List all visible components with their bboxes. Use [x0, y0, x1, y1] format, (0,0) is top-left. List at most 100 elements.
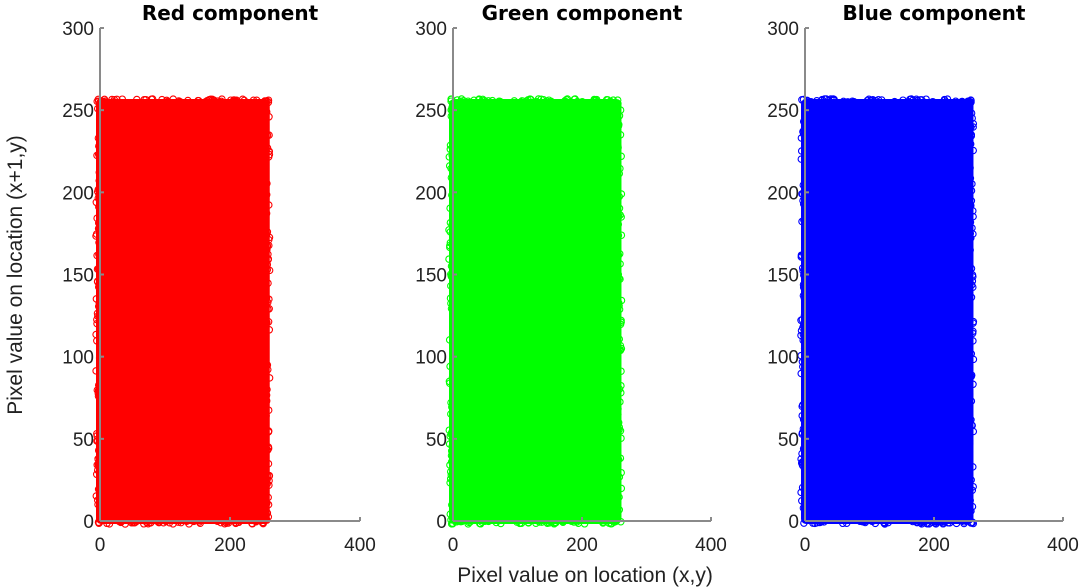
- scatter-point: [258, 518, 267, 527]
- scatter-point: [967, 507, 975, 515]
- scatter-point: [966, 128, 974, 136]
- scatter-point: [969, 273, 977, 281]
- scatter-point: [94, 219, 103, 227]
- scatter-point: [967, 109, 976, 117]
- y-tick-label: 200: [767, 183, 799, 204]
- scatter-point: [230, 96, 238, 104]
- scatter-point: [224, 519, 233, 527]
- scatter-point: [890, 97, 899, 106]
- scatter-point: [447, 428, 456, 437]
- scatter-point: [128, 519, 136, 527]
- scatter-point: [799, 181, 808, 189]
- scatter-point: [578, 98, 587, 106]
- scatter-point: [94, 389, 103, 398]
- y-tick-label: 50: [426, 430, 447, 451]
- scatter-point: [94, 95, 103, 104]
- scatter-point: [942, 98, 950, 106]
- scatter-point: [967, 350, 976, 358]
- x-axis-label: Pixel value on location (x,y): [457, 564, 713, 587]
- scatter-point: [264, 153, 273, 161]
- scatter-point: [824, 96, 833, 105]
- scatter-point: [95, 446, 103, 454]
- scatter-point: [965, 390, 974, 398]
- scatter-point: [616, 427, 625, 435]
- scatter-point: [552, 518, 560, 527]
- y-tick-label: 100: [415, 348, 447, 369]
- scatter-point: [967, 372, 976, 381]
- scatter-point: [614, 251, 623, 260]
- scatter-point: [465, 518, 473, 527]
- scatter-point: [265, 481, 273, 489]
- scatter-point: [263, 472, 272, 480]
- scatter-point: [966, 140, 975, 148]
- scatter-point: [133, 95, 141, 104]
- scatter-point: [262, 191, 271, 199]
- scatter-point: [184, 96, 192, 105]
- scatter-point: [263, 509, 272, 517]
- scatter-point: [799, 504, 808, 512]
- y-tick-label: 0: [788, 512, 799, 533]
- scatter-point: [240, 96, 249, 105]
- scatter-point: [800, 519, 808, 527]
- scatter-point: [799, 425, 808, 433]
- scatter-point: [614, 231, 623, 240]
- scatter-point: [447, 398, 455, 407]
- scatter-points-red: [96, 98, 270, 524]
- scatter-point: [799, 444, 808, 453]
- scatter-point: [965, 432, 974, 440]
- scatter-point: [95, 142, 103, 150]
- scatter-point: [262, 397, 271, 405]
- scatter-point: [264, 250, 272, 259]
- scatter-point: [94, 381, 103, 389]
- scatter-point: [534, 95, 543, 103]
- scatter-point: [218, 95, 226, 103]
- scatter-point: [617, 213, 625, 221]
- scatter-point: [615, 120, 623, 129]
- scatter-point: [263, 144, 272, 152]
- scatter-point: [615, 423, 624, 431]
- scatter-point: [513, 518, 521, 526]
- scatter-point: [617, 388, 625, 397]
- scatter-point: [614, 100, 622, 108]
- scatter-point: [478, 518, 486, 526]
- scatter-point: [263, 480, 271, 488]
- scatter-point: [617, 484, 626, 493]
- scatter-point: [263, 361, 272, 369]
- scatter-point: [614, 410, 622, 418]
- scatter-point: [265, 113, 273, 121]
- scatter-point: [262, 293, 271, 302]
- scatter-point: [448, 403, 456, 411]
- scatter-point: [164, 97, 172, 106]
- scatter-point: [617, 434, 625, 442]
- x-tick-label: 400: [695, 535, 727, 556]
- y-tick-label: 250: [62, 101, 94, 122]
- scatter-point: [94, 185, 103, 194]
- scatter-point: [617, 344, 626, 353]
- scatter-point: [800, 216, 808, 224]
- scatter-point: [615, 493, 623, 501]
- scatter-point: [967, 519, 975, 527]
- scatter-point: [599, 519, 607, 527]
- y-tick-label: 300: [415, 19, 447, 40]
- y-tick-label: 100: [767, 348, 799, 369]
- scatter-point: [264, 305, 272, 313]
- scatter-point: [799, 130, 808, 138]
- scatter-point: [249, 96, 258, 105]
- scatter-point: [94, 134, 103, 142]
- scatter-point: [263, 318, 271, 327]
- scatter-point: [617, 152, 625, 161]
- scatter-point: [524, 96, 532, 104]
- scatter-point: [615, 301, 623, 310]
- scatter-point: [470, 96, 478, 105]
- scatter-point: [969, 463, 977, 471]
- scatter-point: [966, 439, 974, 448]
- x-tick-label: 200: [918, 535, 950, 556]
- y-tick-label: 250: [415, 101, 447, 122]
- scatter-point: [966, 486, 974, 494]
- scatter-point: [929, 97, 937, 106]
- y-tick-label: 50: [73, 430, 94, 451]
- scatter-point: [447, 447, 456, 455]
- scatter-point: [447, 299, 455, 308]
- scatter-point: [562, 95, 571, 104]
- scatter-point: [265, 241, 273, 250]
